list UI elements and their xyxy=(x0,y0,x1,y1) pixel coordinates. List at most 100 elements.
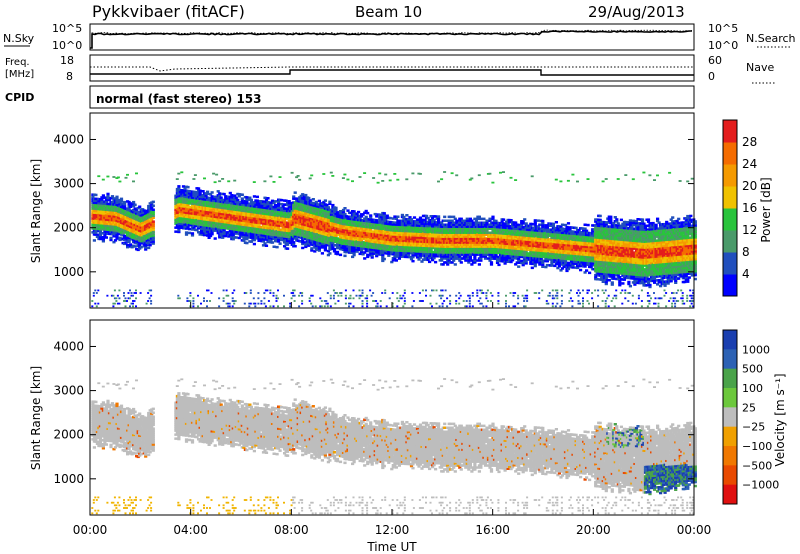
power-cell xyxy=(220,197,223,200)
power-cell xyxy=(348,305,350,307)
power-cell xyxy=(189,300,191,302)
freq-left-label-1: Freq. xyxy=(5,57,30,68)
power-cell xyxy=(321,252,324,255)
power-cell xyxy=(263,180,266,182)
power-cell xyxy=(150,295,152,297)
power-cell xyxy=(180,171,183,173)
power-cell xyxy=(366,305,368,307)
power-cell xyxy=(386,305,388,307)
power-cell xyxy=(106,295,108,297)
power-cell xyxy=(402,295,404,297)
power-cell xyxy=(280,203,283,206)
power-cell xyxy=(359,297,361,299)
power-cell xyxy=(366,295,368,297)
power-cell xyxy=(439,305,441,307)
power-cell xyxy=(192,297,194,299)
power-cell xyxy=(140,246,143,249)
power-cell xyxy=(377,182,380,184)
power-cell xyxy=(134,300,136,302)
power-cell xyxy=(147,292,149,294)
power-cell xyxy=(310,175,313,177)
power-cell xyxy=(398,300,400,302)
power-cell xyxy=(118,303,120,305)
power-cell xyxy=(449,300,451,302)
power-cell xyxy=(343,255,346,258)
power-cell xyxy=(289,303,291,305)
power-cell xyxy=(273,295,275,297)
power-cell xyxy=(250,290,252,292)
power-cell xyxy=(206,300,208,302)
power-cell xyxy=(271,200,274,203)
power-cell xyxy=(114,290,116,292)
power-cell xyxy=(321,305,323,307)
power-cell xyxy=(200,303,202,305)
power-cell xyxy=(298,305,300,307)
power-cell xyxy=(188,232,191,235)
power-cell xyxy=(192,178,195,180)
power-cell xyxy=(460,261,463,264)
power-cell xyxy=(327,206,330,209)
power-cell xyxy=(333,244,336,247)
power-cell xyxy=(301,295,303,297)
power-cell xyxy=(263,297,265,299)
power-cell xyxy=(309,300,311,302)
power-cell xyxy=(276,300,278,302)
power-cell xyxy=(232,305,234,307)
power-cell xyxy=(451,172,454,174)
power-cell xyxy=(227,180,230,182)
power-cell xyxy=(310,303,312,305)
power-cell xyxy=(389,297,391,299)
power-cell xyxy=(248,305,250,307)
power-cell xyxy=(443,216,446,219)
power-cell xyxy=(214,237,217,240)
power-cell xyxy=(185,231,188,234)
power-cell xyxy=(112,176,115,178)
power-cell xyxy=(442,290,444,292)
power-cell xyxy=(203,297,205,299)
power-cell xyxy=(405,214,408,217)
power-cell xyxy=(345,303,347,305)
power-cell xyxy=(283,295,285,297)
power-cell xyxy=(443,171,446,173)
power-cell xyxy=(353,305,355,307)
noise-right-tick-top: 10^5 xyxy=(708,22,738,35)
power-cell xyxy=(339,254,342,257)
power-cell xyxy=(194,191,197,194)
power-cell xyxy=(254,305,256,307)
power-cell xyxy=(123,295,125,297)
power-cell xyxy=(294,191,297,194)
power-cell xyxy=(328,201,331,204)
power-cell xyxy=(337,300,339,302)
power-cell xyxy=(289,305,291,307)
freq-right-tick-bottom: 0 xyxy=(708,70,715,83)
power-cell xyxy=(262,200,265,203)
power-cell xyxy=(433,290,435,292)
freq-left-label-2: [MHz] xyxy=(5,69,34,80)
power-cell xyxy=(395,259,398,262)
power-cell xyxy=(312,305,314,307)
power-cell xyxy=(343,213,346,216)
power-cell xyxy=(309,199,312,202)
power-cell xyxy=(132,295,134,297)
power-cell xyxy=(315,201,318,204)
power-cell xyxy=(342,177,345,179)
freq-traces xyxy=(90,67,694,75)
power-cell xyxy=(472,295,474,297)
power-cell xyxy=(365,216,368,219)
power-cell xyxy=(132,181,135,183)
power-cell xyxy=(150,300,152,302)
power-cell xyxy=(209,300,211,302)
power-cell xyxy=(266,201,269,204)
power-cell xyxy=(126,174,129,176)
power-cell xyxy=(125,177,128,179)
power-cell xyxy=(309,178,312,180)
power-cell xyxy=(125,297,127,299)
power-cell xyxy=(353,290,355,292)
power-cell xyxy=(269,290,271,292)
power-cell xyxy=(340,292,342,294)
power-cell xyxy=(211,195,214,198)
power-cell xyxy=(366,254,369,257)
power-cell xyxy=(458,297,460,299)
power-cell xyxy=(337,295,339,297)
power-cell xyxy=(250,199,253,202)
